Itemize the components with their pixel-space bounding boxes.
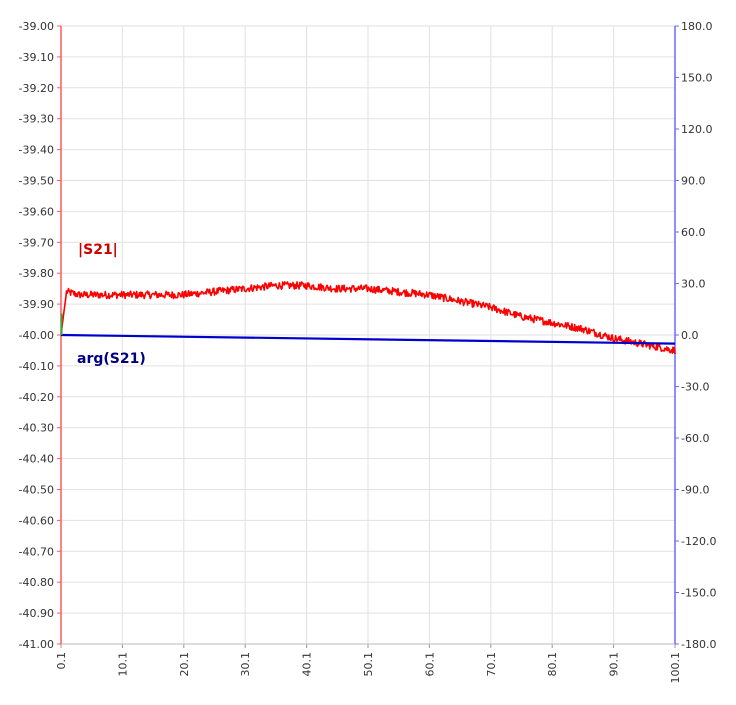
y-right-tick-label: -90.0 <box>681 484 709 497</box>
series-label-s21-phase: arg(S21) <box>77 351 146 367</box>
y-right-tick-label: 60.0 <box>681 226 706 239</box>
series-line-s21-magnitude <box>60 281 676 355</box>
series-label-s21-magnitude: |S21| <box>78 242 118 258</box>
y-left-tick-label: -39.70 <box>19 236 54 249</box>
y-left-tick-label: -40.30 <box>19 422 54 435</box>
y-right-tick-label: -30.0 <box>681 381 709 394</box>
y-left-tick-label: -41.00 <box>19 638 54 651</box>
x-tick-label: 0.1 <box>55 652 68 670</box>
y-left-tick-label: -40.50 <box>19 484 54 497</box>
y-right-tick-label: 30.0 <box>681 278 706 291</box>
y-left-tick-label: -39.40 <box>19 144 54 157</box>
y-left-tick-label: -39.90 <box>19 298 54 311</box>
x-tick-label: 20.1 <box>178 652 191 677</box>
y-left-tick-label: -40.40 <box>19 453 54 466</box>
y-right-tick-label: -180.0 <box>681 638 716 651</box>
x-tick-label: 80.1 <box>546 652 559 677</box>
y-left-tick-label: -40.00 <box>19 329 54 342</box>
y-left-tick-label: -40.60 <box>19 514 54 527</box>
x-tick-label: 60.1 <box>423 652 436 677</box>
y-left-tick-label: -39.50 <box>19 175 54 188</box>
y-left-tick-label: -40.70 <box>19 545 54 558</box>
y-left-tick-label: -40.90 <box>19 607 54 620</box>
y-right-tick-label: 0.0 <box>681 329 699 342</box>
y-left-tick-label: -39.10 <box>19 51 54 64</box>
y-left-tick-label: -39.00 <box>19 20 54 33</box>
y-left-tick-label: -40.80 <box>19 576 54 589</box>
y-left-tick-label: -39.30 <box>19 113 54 126</box>
series-line-s21-phase <box>60 333 676 345</box>
y-left-tick-label: -39.20 <box>19 82 54 95</box>
x-tick-label: 10.1 <box>116 652 129 677</box>
y-right-tick-label: 180.0 <box>681 20 713 33</box>
y-left-tick-label: -39.60 <box>19 205 54 218</box>
y-left-tick-label: -40.10 <box>19 360 54 373</box>
y-right-tick-label: -150.0 <box>681 587 716 600</box>
y-right-tick-label: 150.0 <box>681 72 713 85</box>
y-left-tick-label: -40.20 <box>19 391 54 404</box>
y-right-tick-label: -60.0 <box>681 432 709 445</box>
x-tick-label: 100.1 <box>669 652 682 684</box>
x-tick-label: 50.1 <box>362 652 375 677</box>
y-right-tick-label: 120.0 <box>681 123 713 136</box>
y-right-tick-label: -120.0 <box>681 535 716 548</box>
x-tick-label: 90.1 <box>608 652 621 677</box>
y-right-tick-label: 90.0 <box>681 175 706 188</box>
x-tick-label: 70.1 <box>485 652 498 677</box>
x-tick-label: 40.1 <box>301 652 314 677</box>
y-left-tick-label: -39.80 <box>19 267 54 280</box>
x-tick-label: 30.1 <box>239 652 252 677</box>
